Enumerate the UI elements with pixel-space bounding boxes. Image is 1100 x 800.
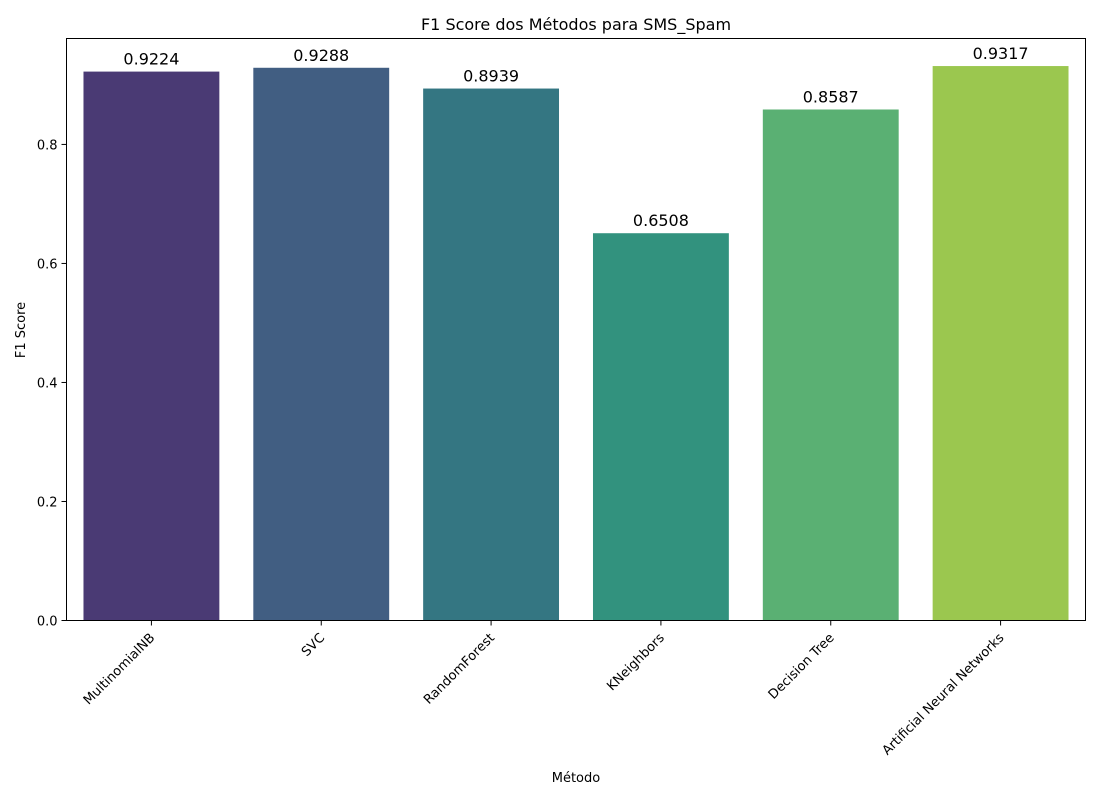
y-axis-label: F1 Score [14, 302, 29, 358]
bar-value-label: 0.6508 [633, 211, 689, 230]
x-tick-label: RandomForest [421, 631, 498, 708]
y-axis: 0.0 0.2 0.4 0.6 0.8 [37, 138, 67, 630]
bar [83, 71, 220, 621]
y-tick-label: 0.4 [37, 376, 58, 391]
bar-value-label: 0.9224 [123, 50, 179, 69]
x-tick-label: MultinomialNB [81, 631, 158, 708]
y-tick-label: 0.8 [37, 138, 58, 153]
bar [762, 109, 899, 621]
bar-value-label: 0.9288 [293, 46, 349, 65]
bar [423, 88, 560, 621]
chart-title: F1 Score dos Métodos para SMS_Spam [421, 15, 731, 35]
plot-frame [66, 38, 1086, 621]
bar [253, 67, 390, 621]
y-tick-label: 0.0 [37, 615, 58, 630]
y-tick-label: 0.6 [37, 257, 58, 272]
bar-value-label: 0.9317 [973, 44, 1029, 63]
x-axis: MultinomialNB SVC RandomForest KNeighbors De… [81, 620, 1008, 759]
bar-value-label: 0.8587 [803, 87, 859, 106]
bar [592, 233, 729, 621]
bar [932, 66, 1069, 621]
x-tick-label: KNeighbors [604, 631, 668, 695]
x-tick-label: Decision Tree [766, 631, 838, 703]
bar-value-label: 0.8939 [463, 67, 519, 86]
x-axis-label: Método [552, 771, 601, 786]
x-tick-label: SVC [299, 631, 328, 660]
x-tick-label: Artificial Neural Networks [880, 631, 1008, 759]
y-tick-label: 0.2 [37, 495, 58, 510]
bars-layer: 0.9224 0.9288 0.8939 0.6508 0.8587 0.9317 [83, 44, 1069, 621]
